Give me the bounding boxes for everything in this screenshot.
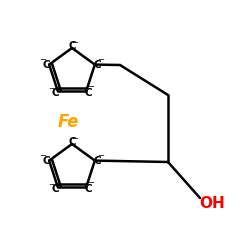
Text: −: −: [48, 180, 55, 189]
Text: C: C: [84, 88, 92, 99]
Text: C: C: [52, 184, 59, 194]
Text: C: C: [84, 184, 92, 194]
Text: −: −: [71, 134, 78, 143]
Text: −: −: [88, 82, 94, 91]
Text: C: C: [52, 88, 59, 99]
Text: −: −: [97, 55, 104, 64]
Text: −: −: [39, 151, 46, 160]
Text: C: C: [43, 156, 50, 166]
Text: C: C: [68, 41, 76, 51]
Text: C: C: [68, 137, 76, 147]
Text: OH: OH: [199, 196, 225, 210]
Text: C: C: [93, 156, 101, 166]
Text: C: C: [93, 60, 101, 70]
Text: −: −: [48, 84, 55, 93]
Text: −: −: [71, 38, 78, 47]
Text: −: −: [97, 151, 104, 160]
Text: −: −: [88, 178, 94, 187]
Text: Fe: Fe: [57, 113, 79, 131]
Text: −: −: [39, 55, 46, 64]
Text: C: C: [43, 60, 50, 70]
